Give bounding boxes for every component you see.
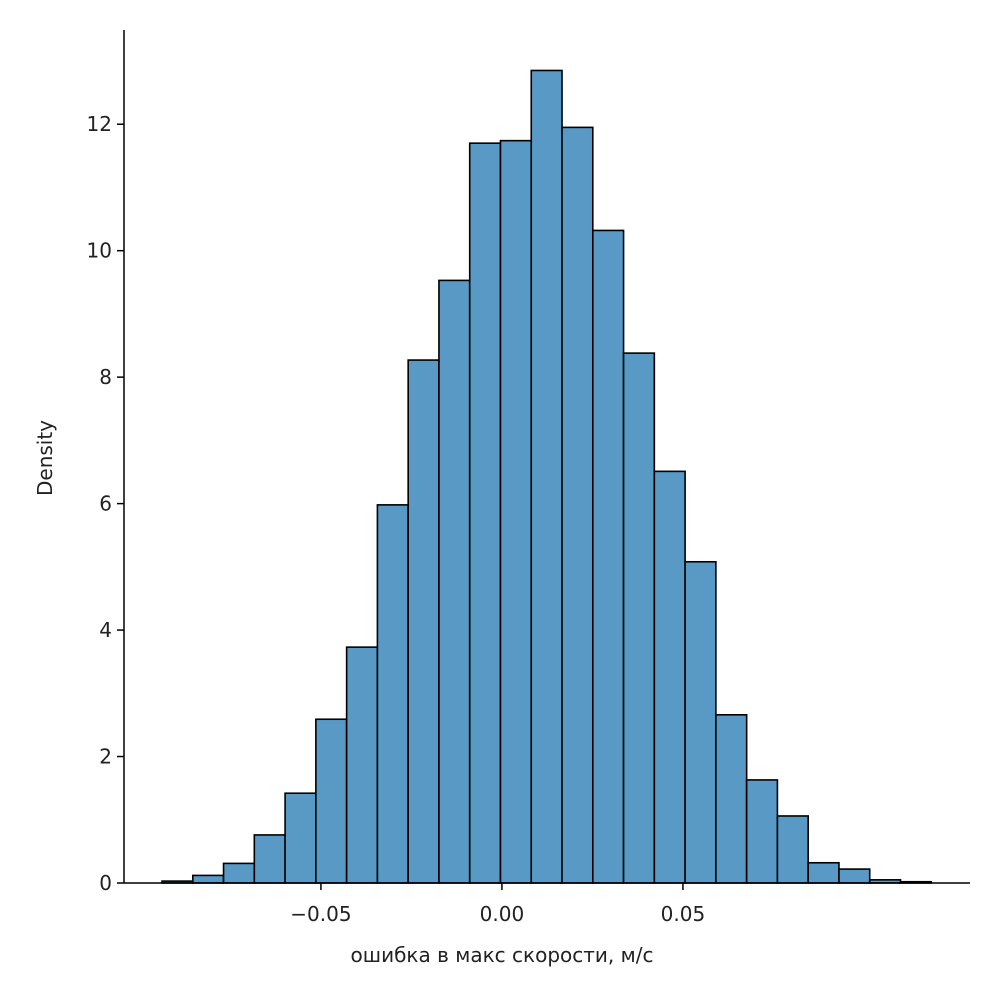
y-tick-label: 2 [99, 745, 112, 769]
y-axis-label: Density [33, 420, 57, 496]
bar [561, 126, 594, 884]
bar [530, 69, 563, 884]
bar [191, 874, 225, 884]
bar [438, 279, 471, 884]
x-tick-label: −0.05 [290, 902, 351, 926]
y-tick-label: 8 [99, 365, 112, 389]
bar [715, 714, 748, 884]
bar [745, 779, 779, 884]
bar [284, 792, 317, 884]
bar [376, 504, 409, 884]
bar [807, 861, 840, 884]
y-tick-label: 10 [87, 239, 112, 263]
bar [838, 868, 871, 884]
bar [776, 815, 809, 884]
y-tick-label: 0 [99, 871, 112, 895]
bar [622, 352, 656, 884]
x-tick-label: 0.05 [661, 902, 706, 926]
bar [499, 139, 533, 884]
bar [315, 718, 348, 884]
x-axis-label: ошибка в макс скорости, м/с [351, 943, 654, 967]
bar [468, 142, 502, 884]
bar [653, 470, 686, 884]
x-tick-label: 0.00 [480, 902, 525, 926]
bar [684, 560, 717, 884]
bar [222, 862, 256, 884]
bar [407, 359, 440, 884]
y-tick-label: 4 [99, 618, 112, 642]
y-tick-label: 6 [99, 492, 112, 516]
y-tick-label: 12 [87, 112, 112, 136]
bar [591, 229, 625, 884]
bar [253, 834, 286, 884]
bar [345, 646, 379, 884]
